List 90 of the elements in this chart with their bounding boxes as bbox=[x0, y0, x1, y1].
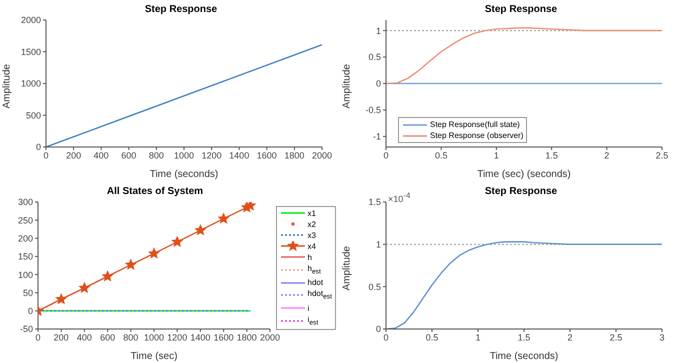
x-tick-label: 2.5 bbox=[610, 332, 622, 342]
legend-label: x2 bbox=[308, 218, 316, 230]
y-tick-label: 150 bbox=[18, 251, 33, 262]
point bbox=[218, 212, 229, 223]
x-tick-label: 400 bbox=[76, 332, 92, 342]
legend-label: i$_{est}$ bbox=[308, 314, 318, 328]
legend-label: x1 bbox=[308, 208, 316, 218]
x-tick-label: 1.5 bbox=[545, 150, 558, 160]
x-tick-label: 1600 bbox=[214, 332, 234, 342]
axis-exponent: ×10$^{-4}$ bbox=[386, 190, 436, 206]
legend-label: x4 bbox=[308, 240, 316, 252]
legend-label: Step Response (observer) bbox=[430, 130, 524, 141]
legend-label: Step Response(full state) bbox=[430, 119, 520, 130]
line-series bbox=[386, 27, 662, 84]
point bbox=[56, 293, 66, 304]
legend-label: x3 bbox=[308, 230, 316, 240]
x-tick-label: 200 bbox=[66, 150, 82, 160]
x-tick-label: 0 bbox=[383, 150, 389, 160]
legend-label: hdot bbox=[308, 277, 324, 288]
y-axis-title: Amplitude bbox=[2, 64, 13, 108]
x-tick-label: 1800 bbox=[284, 150, 304, 160]
y-tick-label: 1500 bbox=[20, 46, 41, 57]
y-tick-label: 1.5 bbox=[368, 196, 381, 207]
legend-label: h$_{est}$ bbox=[308, 262, 321, 278]
legend-label: h bbox=[308, 252, 312, 262]
x-tick-label: 200 bbox=[54, 332, 69, 342]
y-tick-label: 0 bbox=[376, 78, 381, 89]
x-tick-label: 0 bbox=[43, 150, 49, 160]
x-tick-label: 2 bbox=[604, 150, 610, 160]
x-tick-label: 1000 bbox=[144, 332, 164, 342]
chart-title: Step Response bbox=[484, 4, 558, 15]
x-tick-label: 800 bbox=[148, 150, 164, 160]
chart-title: All States of System bbox=[106, 186, 204, 196]
point bbox=[79, 282, 90, 292]
x-tick-label: 2.5 bbox=[656, 150, 668, 160]
y-tick-label: 200 bbox=[18, 232, 33, 243]
point bbox=[195, 224, 206, 234]
chart-title: Step Response bbox=[484, 186, 558, 196]
chart-title: Step Response bbox=[144, 4, 218, 15]
x-tick-label: 1600 bbox=[256, 150, 277, 160]
x-tick-label: 1 bbox=[494, 150, 499, 160]
point bbox=[172, 236, 182, 246]
x-tick-label: 2 bbox=[567, 332, 573, 342]
x-tick-label: 0.5 bbox=[426, 332, 438, 342]
y-tick-label: 500 bbox=[26, 110, 41, 120]
x-tick-label: 0.5 bbox=[434, 150, 448, 160]
y-tick-label: 1 bbox=[376, 26, 381, 36]
y-tick-label: 2000 bbox=[20, 15, 41, 26]
y-tick-label: 0.5 bbox=[368, 281, 381, 292]
y-tick-label: 100 bbox=[18, 269, 33, 280]
x-tick-label: 1400 bbox=[190, 332, 210, 342]
y-tick-label: -1 bbox=[372, 132, 381, 142]
y-tick-label: 250 bbox=[18, 214, 33, 225]
x-axis-title: Time (sec) bbox=[130, 350, 178, 362]
x-tick-label: 600 bbox=[100, 332, 116, 342]
x-tick-label: 800 bbox=[123, 332, 138, 342]
x-tick-label: 1.5 bbox=[518, 332, 530, 342]
x-tick-label: 2000 bbox=[312, 150, 332, 160]
x-tick-label: 400 bbox=[94, 150, 109, 160]
y-tick-label: 1 bbox=[376, 239, 381, 250]
y-tick-label: 300 bbox=[18, 196, 33, 207]
y-tick-label: 0 bbox=[376, 324, 381, 334]
point bbox=[148, 248, 160, 258]
x-axis-title: Time (seconds) bbox=[150, 169, 218, 180]
y-tick-label: 0 bbox=[36, 142, 41, 152]
y-axis-title: Amplitude bbox=[342, 245, 353, 290]
y-tick-label: 0.5 bbox=[368, 52, 381, 62]
x-tick-label: 3 bbox=[659, 332, 665, 342]
x-tick-label: 1200 bbox=[202, 150, 222, 160]
y-axis-title: Amplitude bbox=[342, 64, 353, 108]
y-tick-label: -50 bbox=[20, 324, 33, 334]
point bbox=[245, 202, 256, 210]
x-tick-label: 2000 bbox=[260, 332, 280, 342]
x-tick-label: 0 bbox=[383, 332, 389, 342]
x-axis-title: Time (seconds) bbox=[490, 350, 558, 362]
x-tick-label: 1400 bbox=[229, 150, 250, 160]
x-tick-label: 1800 bbox=[236, 332, 257, 342]
x-axis-title: Time (sec) (seconds) bbox=[477, 169, 571, 180]
x-tick-label: 600 bbox=[121, 150, 136, 160]
y-tick-label: 1000 bbox=[20, 78, 41, 89]
legend-label: hdot$_{est}$ bbox=[308, 288, 332, 303]
x-tick-label: 1200 bbox=[167, 332, 188, 342]
point bbox=[126, 258, 136, 269]
y-tick-label: -0.5 bbox=[365, 105, 381, 116]
legend-label: i bbox=[308, 302, 310, 314]
y-tick-label: 50 bbox=[22, 287, 33, 298]
point bbox=[102, 270, 113, 280]
y-tick-label: 0 bbox=[28, 306, 33, 316]
x-tick-label: 1000 bbox=[174, 150, 194, 160]
x-tick-label: 1 bbox=[475, 332, 481, 342]
